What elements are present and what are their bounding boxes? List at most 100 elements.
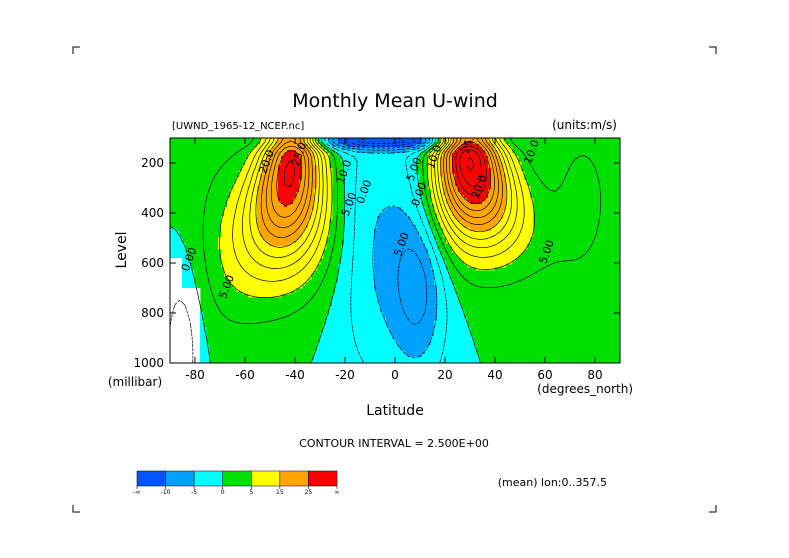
field-cell [458, 168, 462, 172]
field-cell [260, 138, 264, 142]
field-cell [338, 360, 342, 363]
field-cell [284, 234, 288, 238]
field-cell [275, 291, 279, 295]
field-cell [386, 321, 390, 325]
field-cell [227, 234, 231, 238]
field-cell [275, 165, 279, 169]
field-cell [290, 198, 294, 202]
field-cell [434, 174, 438, 178]
field-cell [245, 270, 249, 274]
field-cell [293, 189, 297, 193]
field-cell [293, 207, 297, 211]
field-cell [257, 273, 261, 277]
field-cell [260, 279, 264, 283]
field-cell [452, 198, 456, 202]
field-cell [341, 354, 345, 358]
field-cell [440, 360, 444, 363]
field-cell [365, 198, 369, 202]
field-cell [347, 318, 351, 322]
field-cell [377, 357, 381, 361]
field-cell [368, 201, 372, 205]
field-cell [392, 348, 396, 352]
field-cell [344, 348, 348, 352]
field-cell [371, 153, 375, 157]
field-cell [407, 243, 411, 247]
field-cell [365, 153, 369, 157]
field-cell [389, 147, 393, 151]
field-cell [377, 336, 381, 340]
field-cell [449, 228, 453, 232]
field-cell [401, 138, 405, 142]
field-cell [398, 258, 402, 262]
field-cell [422, 330, 426, 334]
field-cell [422, 255, 426, 259]
field-cell [332, 354, 336, 358]
field-cell [380, 348, 384, 352]
field-cell [305, 180, 309, 184]
field-cell [305, 168, 309, 172]
field-cell [383, 288, 387, 292]
field-cell [257, 150, 261, 154]
field-cell [404, 165, 408, 169]
field-cell [440, 165, 444, 169]
field-cell [266, 141, 270, 145]
field-cell [443, 162, 447, 166]
field-cell [251, 150, 255, 154]
field-cell [392, 279, 396, 283]
field-cell [422, 219, 426, 223]
field-cell [362, 318, 366, 322]
field-cell [404, 249, 408, 253]
field-cell [224, 231, 228, 235]
field-cell [266, 261, 270, 265]
chart-title: Monthly Mean U-wind [292, 90, 498, 112]
field-cell [443, 351, 447, 355]
field-cell [344, 300, 348, 304]
field-cell [182, 291, 186, 295]
field-cell [368, 210, 372, 214]
dataset-label: [UWND_1965-12_NCEP.nc] [172, 121, 304, 132]
field-cell [356, 225, 360, 229]
field-cell [359, 165, 363, 169]
field-cell [338, 318, 342, 322]
field-cell [392, 243, 396, 247]
field-cell [353, 327, 357, 331]
field-cell [428, 159, 432, 163]
field-cell [179, 264, 183, 268]
field-cell [398, 348, 402, 352]
field-cell [260, 267, 264, 271]
field-cell [407, 180, 411, 184]
field-cell [185, 282, 189, 286]
field-cell [395, 333, 399, 337]
field-cell [353, 183, 357, 187]
field-cell [431, 273, 435, 277]
field-cell [434, 345, 438, 349]
field-cell [260, 165, 264, 169]
field-cell [422, 228, 426, 232]
field-cell [449, 207, 453, 211]
field-cell [377, 273, 381, 277]
field-cell [449, 312, 453, 316]
field-cell [389, 204, 393, 208]
field-cell [239, 273, 243, 277]
field-cell [374, 324, 378, 328]
field-cell [326, 159, 330, 163]
field-cell [278, 240, 282, 244]
field-cell [449, 285, 453, 289]
field-cell [398, 339, 402, 343]
field-cell [422, 318, 426, 322]
field-cell [266, 237, 270, 241]
field-cell [194, 324, 198, 328]
field-cell [365, 252, 369, 256]
field-cell [374, 264, 378, 268]
field-cell [428, 360, 432, 363]
field-cell [275, 207, 279, 211]
field-cell [365, 318, 369, 322]
field-cell [353, 222, 357, 226]
field-cell [407, 168, 411, 172]
field-cell [326, 144, 330, 148]
field-cell [434, 252, 438, 256]
field-cell [272, 237, 276, 241]
field-cell [458, 345, 462, 349]
field-cell [281, 252, 285, 256]
field-cell [278, 267, 282, 271]
